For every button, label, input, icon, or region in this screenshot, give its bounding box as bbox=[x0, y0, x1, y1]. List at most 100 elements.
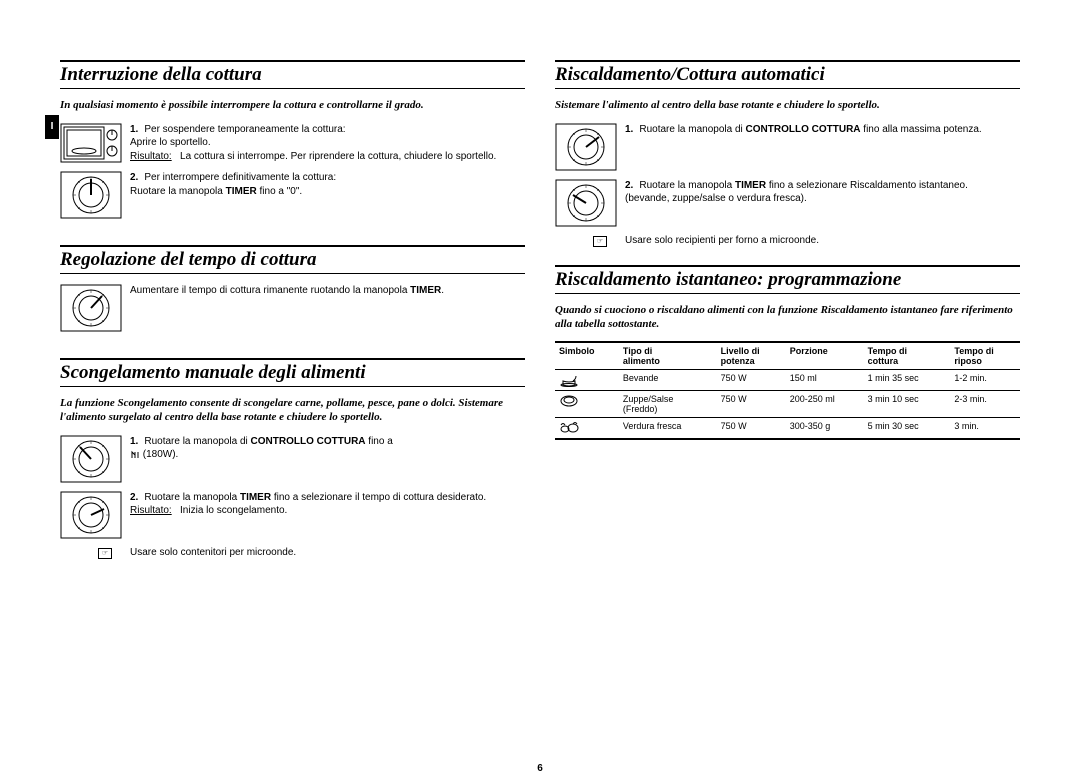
table-cell: Zuppe/Salse(Freddo) bbox=[619, 391, 717, 418]
bold-term: TIMER bbox=[240, 492, 271, 503]
timer-dial-image bbox=[60, 284, 122, 332]
table-cell: 1 min 35 sec bbox=[864, 370, 951, 391]
section-intro: Quando si cuociono o riscaldano alimenti… bbox=[555, 304, 1020, 332]
bold-term: TIMER bbox=[226, 186, 257, 197]
symbol-cell bbox=[555, 370, 619, 391]
section-title-regulation: Regolazione del tempo di cottura bbox=[60, 245, 525, 274]
bold-term: TIMER bbox=[410, 285, 441, 296]
table-cell: 750 W bbox=[717, 370, 786, 391]
step-line: Aprire lo sportello. bbox=[130, 137, 211, 148]
bold-term: TIMER bbox=[735, 180, 766, 191]
section-intro: In qualsiasi momento è possibile interro… bbox=[60, 99, 525, 113]
result-label: Risultato: bbox=[130, 151, 172, 162]
step-line: Ruotare la manopola di bbox=[144, 436, 250, 447]
step-line: Ruotare la manopola bbox=[639, 180, 735, 191]
step-text: Aumentare il tempo di cottura rimanente … bbox=[130, 284, 525, 332]
symbol-cell bbox=[555, 418, 619, 440]
result-text: Inizia lo scongelamento. bbox=[180, 505, 287, 516]
step-line: Aumentare il tempo di cottura rimanente … bbox=[130, 285, 410, 296]
table-cell: 5 min 30 sec bbox=[864, 418, 951, 440]
step-row: 1. Per sospendere temporaneamente la cott… bbox=[60, 123, 525, 164]
step-line: Ruotare la manopola di bbox=[639, 124, 745, 135]
step-line: (180W). bbox=[140, 449, 178, 460]
step-row: 1. Ruotare la manopola di CONTROLLO COTTU… bbox=[60, 435, 525, 483]
note-row: ☞ Usare solo contenitori per microonde. bbox=[60, 547, 525, 559]
table-row: Verdura fresca 750 W 300-350 g 5 min 30 … bbox=[555, 418, 1020, 440]
step-line: . bbox=[441, 285, 444, 296]
note-row: ☞ Usare solo recipienti per forno a micr… bbox=[555, 235, 1020, 247]
step-number: 2. bbox=[130, 492, 138, 503]
timer-dial-image bbox=[60, 491, 122, 539]
step-line: (bevande, zuppe/salse o verdura fresca). bbox=[625, 193, 807, 204]
table-cell: 750 W bbox=[717, 418, 786, 440]
table-cell: 2-3 min. bbox=[950, 391, 1020, 418]
step-line: fino a "0". bbox=[257, 186, 302, 197]
step-text: 2. Per interrompere definitivamente la co… bbox=[130, 171, 525, 219]
step-text: 1. Ruotare la manopola di CONTROLLO COTTU… bbox=[130, 435, 525, 483]
step-line: fino a bbox=[366, 436, 393, 447]
table-cell: 1-2 min. bbox=[950, 370, 1020, 391]
result-text: La cottura si interrompe. Per riprendere… bbox=[180, 151, 496, 162]
step-row: 2. Ruotare la manopola TIMER fino a selez… bbox=[60, 491, 525, 539]
table-header: Simbolo bbox=[555, 342, 619, 370]
page-layout: Interruzione della cottura In qualsiasi … bbox=[60, 60, 1020, 743]
step-line: Per sospendere temporaneamente la cottur… bbox=[144, 124, 345, 135]
section-intro: La funzione Scongelamento consente di sc… bbox=[60, 397, 525, 425]
section-title-defrost: Scongelamento manuale degli alimenti bbox=[60, 358, 525, 387]
table-header: Tempo dicottura bbox=[864, 342, 951, 370]
note-icon: ☞ bbox=[60, 547, 122, 559]
step-line: Ruotare la manopola bbox=[130, 186, 226, 197]
table-cell: 750 W bbox=[717, 391, 786, 418]
step-number: 1. bbox=[130, 124, 138, 135]
symbol-cell bbox=[555, 391, 619, 418]
table-cell: Verdura fresca bbox=[619, 418, 717, 440]
table-row: Bevande 750 W 150 ml 1 min 35 sec 1-2 mi… bbox=[555, 370, 1020, 391]
step-row: Aumentare il tempo di cottura rimanente … bbox=[60, 284, 525, 332]
table-header: Livello dipotenza bbox=[717, 342, 786, 370]
table-cell: 300-350 g bbox=[786, 418, 864, 440]
microwave-image bbox=[60, 123, 122, 164]
table-row: Zuppe/Salse(Freddo) 750 W 200-250 ml 3 m… bbox=[555, 391, 1020, 418]
step-line: Ruotare la manopola bbox=[144, 492, 240, 503]
step-number: 1. bbox=[625, 124, 633, 135]
bold-term: CONTROLLO COTTURA bbox=[746, 124, 861, 135]
step-text: 1. Per sospendere temporaneamente la cott… bbox=[130, 123, 525, 164]
step-row: 1. Ruotare la manopola di CONTROLLO COTTU… bbox=[555, 123, 1020, 171]
control-dial-image bbox=[60, 435, 122, 483]
step-number: 2. bbox=[130, 172, 138, 183]
step-text: 1. Ruotare la manopola di CONTROLLO COTTU… bbox=[625, 123, 1020, 171]
table-header: Tipo dialimento bbox=[619, 342, 717, 370]
programming-table: Simbolo Tipo dialimento Livello dipotenz… bbox=[555, 341, 1020, 440]
step-text: 2. Ruotare la manopola TIMER fino a selez… bbox=[130, 491, 525, 539]
note-icon: ☞ bbox=[555, 235, 617, 247]
step-number: 1. bbox=[130, 436, 138, 447]
table-cell: 200-250 ml bbox=[786, 391, 864, 418]
timer-dial-image bbox=[555, 179, 617, 227]
control-dial-image bbox=[555, 123, 617, 171]
page-number: 6 bbox=[60, 763, 1020, 774]
section-intro: Sistemare l'alimento al centro della bas… bbox=[555, 99, 1020, 113]
step-line: fino a selezionare il tempo di cottura d… bbox=[271, 492, 486, 503]
step-line: fino alla massima potenza. bbox=[861, 124, 982, 135]
step-row: 2. Ruotare la manopola TIMER fino a selez… bbox=[555, 179, 1020, 227]
step-number: 2. bbox=[625, 180, 633, 191]
left-column: Interruzione della cottura In qualsiasi … bbox=[60, 60, 525, 743]
table-cell: 3 min 10 sec bbox=[864, 391, 951, 418]
table-header: Porzione bbox=[786, 342, 864, 370]
result-label: Risultato: bbox=[130, 505, 172, 516]
step-line: Per interrompere definitivamente la cott… bbox=[144, 172, 336, 183]
step-line: fino a selezionare Riscaldamento istanta… bbox=[766, 180, 968, 191]
section-title-interruption: Interruzione della cottura bbox=[60, 60, 525, 89]
table-cell: 150 ml bbox=[786, 370, 864, 391]
table-cell: 3 min. bbox=[950, 418, 1020, 440]
table-header: Tempo diriposo bbox=[950, 342, 1020, 370]
section-title-autoheat: Riscaldamento/Cottura automatici bbox=[555, 60, 1020, 89]
language-tab: I bbox=[45, 115, 59, 139]
timer-dial-image bbox=[60, 171, 122, 219]
step-row: 2. Per interrompere definitivamente la co… bbox=[60, 171, 525, 219]
section-title-programming: Riscaldamento istantaneo: programmazione bbox=[555, 265, 1020, 294]
right-column: Riscaldamento/Cottura automatici Sistema… bbox=[555, 60, 1020, 743]
step-text: 2. Ruotare la manopola TIMER fino a selez… bbox=[625, 179, 1020, 227]
note-text: Usare solo recipienti per forno a microo… bbox=[625, 235, 819, 246]
bold-term: CONTROLLO COTTURA bbox=[251, 436, 366, 447]
